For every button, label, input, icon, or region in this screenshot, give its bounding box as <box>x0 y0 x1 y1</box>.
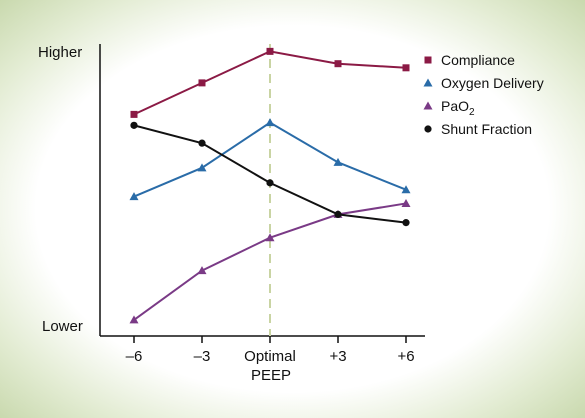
data-point <box>198 79 206 87</box>
x-tick-label: +6 <box>397 348 414 365</box>
data-point <box>401 185 411 194</box>
series-markers <box>129 47 411 324</box>
legend-entry: Oxygen Delivery <box>441 75 544 91</box>
y-axis-low-label: Lower <box>42 318 83 335</box>
x-ticks: –6 –3 Optimal +3 +6 <box>126 336 415 365</box>
legend-entry: Compliance <box>441 52 515 68</box>
legend-entry: PaO2 <box>441 98 475 118</box>
data-point <box>130 121 138 129</box>
legend-marker <box>423 78 433 87</box>
data-point <box>129 192 139 201</box>
data-point <box>130 110 138 118</box>
x-tick-label: –6 <box>126 348 143 365</box>
legend: Compliance Oxygen Delivery PaO2 Shunt Fract… <box>423 52 544 137</box>
data-point <box>265 118 275 127</box>
data-point <box>334 60 342 68</box>
legend-marker <box>424 125 432 133</box>
x-tick-label: –3 <box>194 348 211 365</box>
data-point <box>265 233 275 242</box>
legend-marker <box>424 56 432 64</box>
x-tick-label: +3 <box>329 348 346 365</box>
data-point <box>266 179 274 187</box>
data-point <box>402 219 410 227</box>
legend-subscript: 2 <box>469 107 475 118</box>
data-point <box>197 266 207 275</box>
data-point <box>266 47 274 55</box>
data-point <box>197 163 207 172</box>
data-point <box>198 139 206 147</box>
data-point <box>333 157 343 166</box>
data-point <box>334 210 342 218</box>
data-point <box>402 64 410 72</box>
axes: Higher Lower PEEP <box>38 44 425 384</box>
legend-entry: Shunt Fraction <box>441 121 532 137</box>
data-point <box>401 198 411 207</box>
data-point <box>129 315 139 324</box>
x-tick-label: Optimal <box>244 348 296 365</box>
legend-marker <box>423 101 433 110</box>
x-axis-label: PEEP <box>251 367 291 384</box>
y-axis-high-label: Higher <box>38 44 82 61</box>
